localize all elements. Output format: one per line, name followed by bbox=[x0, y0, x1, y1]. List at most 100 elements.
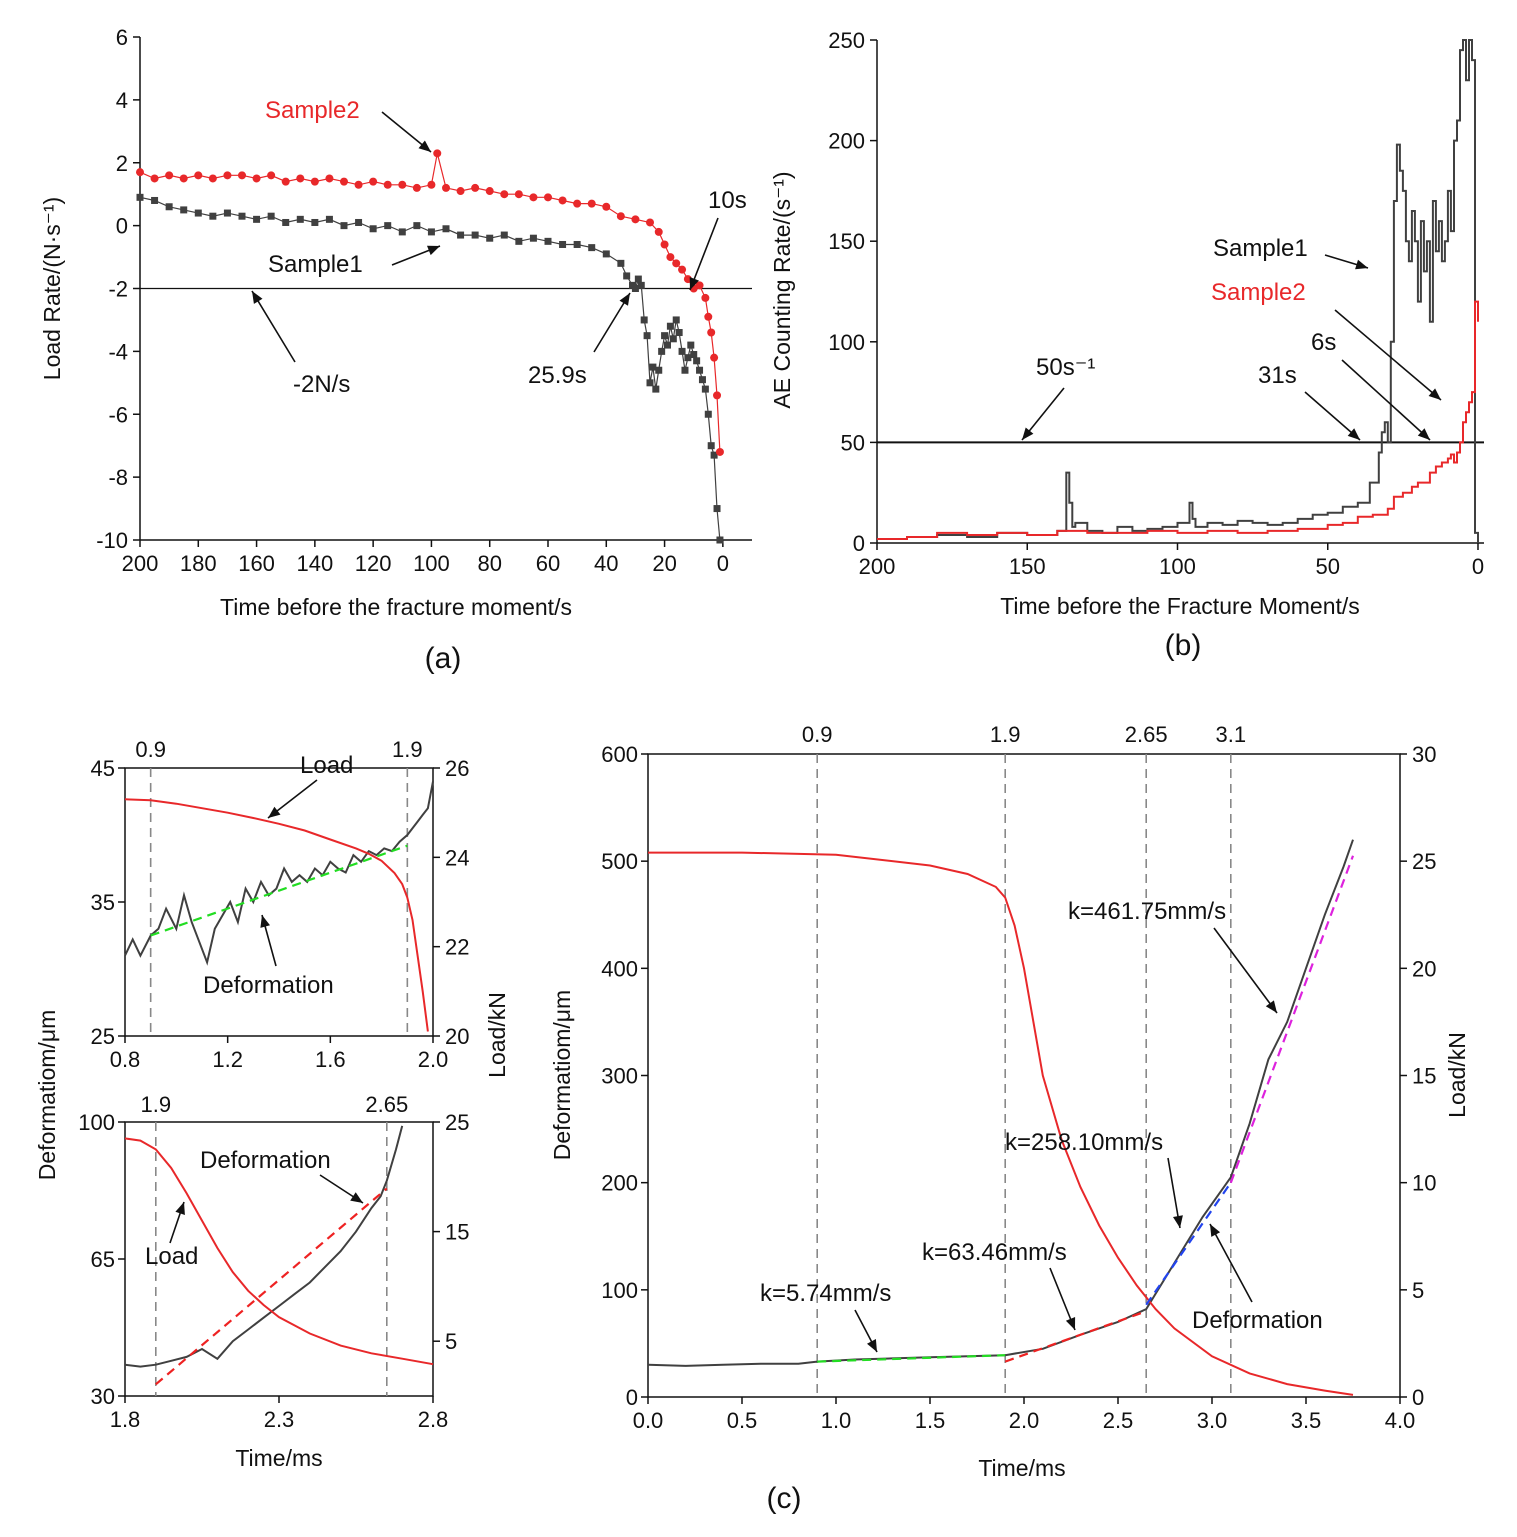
cm-xtick-label: 2.0 bbox=[1009, 1408, 1040, 1433]
a-point-sample1 bbox=[672, 316, 680, 324]
a-point-sample1 bbox=[634, 275, 642, 283]
a-point-sample2 bbox=[165, 171, 174, 180]
a-point-sample2 bbox=[500, 190, 509, 199]
cm-arrow-deformation-head bbox=[1210, 1224, 1221, 1237]
panel-label-b: (b) bbox=[1165, 629, 1202, 662]
cm-ann-k1: k=5.74mm/s bbox=[760, 1280, 891, 1307]
a-point-sample1 bbox=[311, 218, 319, 226]
cb-y2tick-label: 25 bbox=[445, 1110, 469, 1135]
cb-series-deformation bbox=[124, 1125, 404, 1368]
cb-vline-label: 2.65 bbox=[365, 1092, 408, 1117]
chart-c-bottom: 30 65 100 5 15 25 1.8 2.3 2.8 1.9 2.65 Deformation L… bbox=[78, 1092, 469, 1471]
chart-b: 0 50 100 150 200 250 200 150 100 50 0 Time before t… bbox=[769, 28, 1484, 619]
a-ytick-label: 6 bbox=[116, 25, 128, 50]
cm-y2label: Load/kN bbox=[1444, 1032, 1470, 1118]
ct-xtick-label: 2.0 bbox=[418, 1047, 449, 1072]
cm-ytick-label: 400 bbox=[601, 956, 638, 981]
cm-arrow-deformation-line bbox=[1209, 1223, 1253, 1303]
a-point-sample2 bbox=[713, 391, 722, 400]
b-xtick-label: 0 bbox=[1472, 554, 1484, 579]
b-arrow-sample2-line bbox=[1334, 309, 1442, 401]
a-point-sample1 bbox=[693, 357, 701, 365]
a-point-sample1 bbox=[678, 347, 686, 355]
a-point-sample1 bbox=[253, 215, 261, 223]
b-xlabel: Time before the Fracture Moment/s bbox=[1000, 593, 1360, 619]
a-point-sample1 bbox=[684, 354, 692, 362]
a-point-sample2 bbox=[223, 171, 232, 180]
b-ann-t6: 6s bbox=[1311, 329, 1336, 356]
a-point-sample2 bbox=[701, 293, 710, 302]
cm-xtick-label: 3.0 bbox=[1197, 1408, 1228, 1433]
cm-vline-label: 2.65 bbox=[1125, 722, 1168, 747]
cb-arrow-load-head bbox=[175, 1202, 185, 1215]
ct-arrow-load-head bbox=[268, 806, 281, 818]
a-point-sample2 bbox=[296, 174, 305, 183]
cm-xtick-label: 0.5 bbox=[727, 1408, 758, 1433]
a-point-sample1 bbox=[384, 222, 392, 230]
cm-ytick-label: 200 bbox=[601, 1171, 638, 1196]
b-xtick-label: 100 bbox=[1159, 554, 1196, 579]
a-point-sample1 bbox=[282, 218, 290, 226]
ct-arrow-deformation-head bbox=[260, 915, 270, 928]
a-ytick-label: 4 bbox=[116, 88, 128, 113]
ct-series-load bbox=[124, 798, 429, 1032]
ct-ann-load: Load bbox=[300, 752, 353, 779]
b-arrow-thr-head bbox=[1022, 427, 1034, 440]
a-ann-sample2: Sample2 bbox=[265, 97, 360, 124]
cm-ytick-label: 300 bbox=[601, 1064, 638, 1089]
ct-ytick-label: 45 bbox=[91, 756, 115, 781]
a-point-sample2 bbox=[398, 180, 407, 189]
cm-ylabel: Deformatiom/μm bbox=[549, 990, 575, 1160]
cm-series-fit4 bbox=[1229, 855, 1355, 1184]
ct-y2tick-label: 22 bbox=[445, 935, 469, 960]
b-ytick-label: 200 bbox=[828, 129, 865, 154]
ct-ytick-label: 35 bbox=[91, 890, 115, 915]
a-point-sample1 bbox=[710, 451, 718, 459]
cm-y2tick-label: 10 bbox=[1412, 1171, 1436, 1196]
a-point-sample2 bbox=[427, 180, 436, 189]
ct-series-fit bbox=[150, 844, 408, 937]
a-point-sample1 bbox=[355, 218, 363, 226]
a-point-sample2 bbox=[558, 196, 567, 205]
a-point-sample2 bbox=[325, 174, 334, 183]
cb-ann-deformation: Deformation bbox=[200, 1147, 331, 1174]
cb-y2tick-label: 5 bbox=[445, 1329, 457, 1354]
a-point-sample2 bbox=[631, 215, 640, 224]
b-ytick-label: 250 bbox=[828, 28, 865, 53]
cm-ann-k3: k=258.10mm/s bbox=[1005, 1129, 1163, 1156]
a-point-sample1 bbox=[716, 536, 724, 544]
a-point-sample1 bbox=[165, 203, 173, 211]
ct-vline-label: 1.9 bbox=[392, 737, 423, 762]
cm-xtick-label: 1.0 bbox=[821, 1408, 852, 1433]
a-point-sample1 bbox=[471, 231, 479, 239]
a-point-sample2 bbox=[573, 199, 582, 208]
a-ytick-label: -10 bbox=[96, 528, 128, 553]
a-point-sample2 bbox=[587, 199, 596, 208]
ct-ylabel: Deformatiom/μm bbox=[34, 1010, 60, 1180]
ct-y2label: Load/kN bbox=[484, 992, 510, 1078]
b-series-sample1 bbox=[877, 39, 1479, 543]
a-point-sample1 bbox=[238, 212, 246, 220]
a-point-sample2 bbox=[281, 177, 290, 186]
a-ann-t1: 25.9s bbox=[528, 362, 587, 389]
a-ytick-label: -8 bbox=[108, 465, 128, 490]
a-point-sample1 bbox=[486, 234, 494, 242]
b-arrow-t31-line bbox=[1304, 391, 1361, 441]
a-point-sample1 bbox=[675, 329, 683, 337]
cm-y2tick-label: 25 bbox=[1412, 849, 1436, 874]
a-ytick-label: -4 bbox=[108, 339, 128, 364]
a-xtick-label: 100 bbox=[413, 551, 450, 576]
a-point-sample2 bbox=[710, 353, 719, 362]
a-point-sample2 bbox=[383, 180, 392, 189]
a-series-sample2 bbox=[139, 153, 721, 453]
cb-xlabel: Time/ms bbox=[235, 1445, 322, 1471]
cm-series-fit3 bbox=[1145, 1182, 1232, 1306]
a-point-sample2 bbox=[310, 177, 319, 186]
a-point-sample2 bbox=[267, 171, 276, 180]
a-point-sample2 bbox=[208, 174, 217, 183]
cm-arrow-k2-head bbox=[1065, 1317, 1076, 1330]
a-point-sample1 bbox=[413, 222, 421, 230]
cm-vline-label: 3.1 bbox=[1216, 722, 1247, 747]
a-point-sample2 bbox=[369, 177, 378, 186]
b-ytick-label: 100 bbox=[828, 330, 865, 355]
